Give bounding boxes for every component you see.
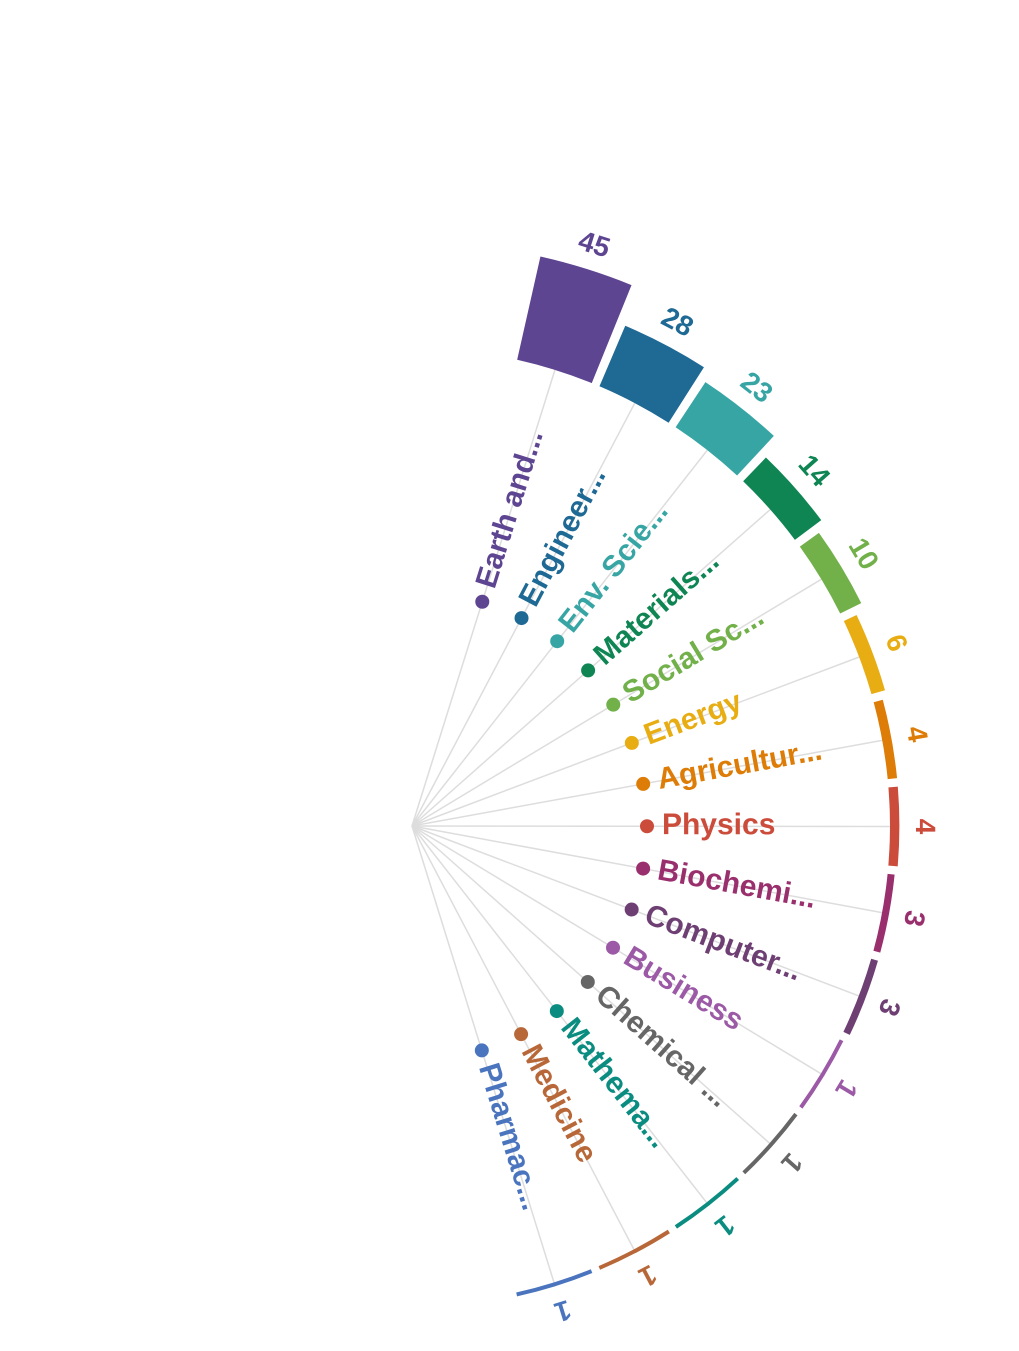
bar-env-scie xyxy=(675,382,774,476)
legend-dot-mathema xyxy=(549,1004,564,1019)
value-label-business: 1 xyxy=(829,1075,864,1104)
legend-dot-chemical xyxy=(580,974,595,989)
bar-physics xyxy=(888,786,900,867)
category-label-biochemi: Biochemi... xyxy=(655,854,818,915)
value-label-engineer: 28 xyxy=(657,301,699,343)
bar-energy xyxy=(843,614,886,695)
value-label-mathema: 1 xyxy=(709,1209,740,1243)
value-label-materials: 14 xyxy=(793,449,837,493)
legend-dot-computer xyxy=(624,902,639,917)
category-label-agricultur: Agricultur... xyxy=(655,734,825,796)
legend-dot-medicine xyxy=(514,1027,529,1042)
value-label-pharmac: 1 xyxy=(551,1294,575,1328)
legend-dot-earth-and xyxy=(475,594,490,609)
bar-materials xyxy=(743,457,822,540)
value-label-medicine: 1 xyxy=(634,1259,662,1294)
bar-mathema xyxy=(674,1177,740,1229)
bar-agricultur xyxy=(873,699,898,780)
bar-pharmac xyxy=(516,1269,593,1297)
legend-dot-engineer xyxy=(514,611,529,626)
bar-earth-and xyxy=(517,256,632,384)
value-label-chemical: 1 xyxy=(775,1147,809,1179)
bars-group xyxy=(516,256,900,1297)
value-label-social-sc: 10 xyxy=(843,532,886,575)
value-label-computer: 3 xyxy=(873,995,908,1021)
bar-engineer xyxy=(599,325,704,423)
value-label-earth-and: 45 xyxy=(575,225,614,264)
bar-chemical xyxy=(742,1112,798,1175)
bar-business xyxy=(799,1039,844,1109)
value-label-physics: 4 xyxy=(910,819,941,835)
legend-dot-env-scie xyxy=(550,634,565,649)
legend-dot-business xyxy=(606,940,621,955)
legend-dot-agricultur xyxy=(636,776,651,791)
bar-biochemi xyxy=(873,873,895,953)
value-label-energy: 6 xyxy=(880,630,915,656)
bar-social-sc xyxy=(799,532,862,614)
legend-dot-materials xyxy=(581,663,596,678)
bar-medicine xyxy=(598,1229,670,1270)
category-label-physics: Physics xyxy=(662,808,775,841)
legend-dot-physics xyxy=(639,819,654,834)
value-label-biochemi: 3 xyxy=(898,908,931,929)
bar-computer xyxy=(843,958,878,1035)
value-label-agricultur: 4 xyxy=(901,724,934,745)
legend-dot-energy xyxy=(624,735,639,750)
legend-dot-social-sc xyxy=(606,697,621,712)
legend-dot-pharmac xyxy=(474,1043,489,1058)
legend-dot-biochemi xyxy=(636,861,651,876)
value-label-env-scie: 23 xyxy=(735,365,779,409)
